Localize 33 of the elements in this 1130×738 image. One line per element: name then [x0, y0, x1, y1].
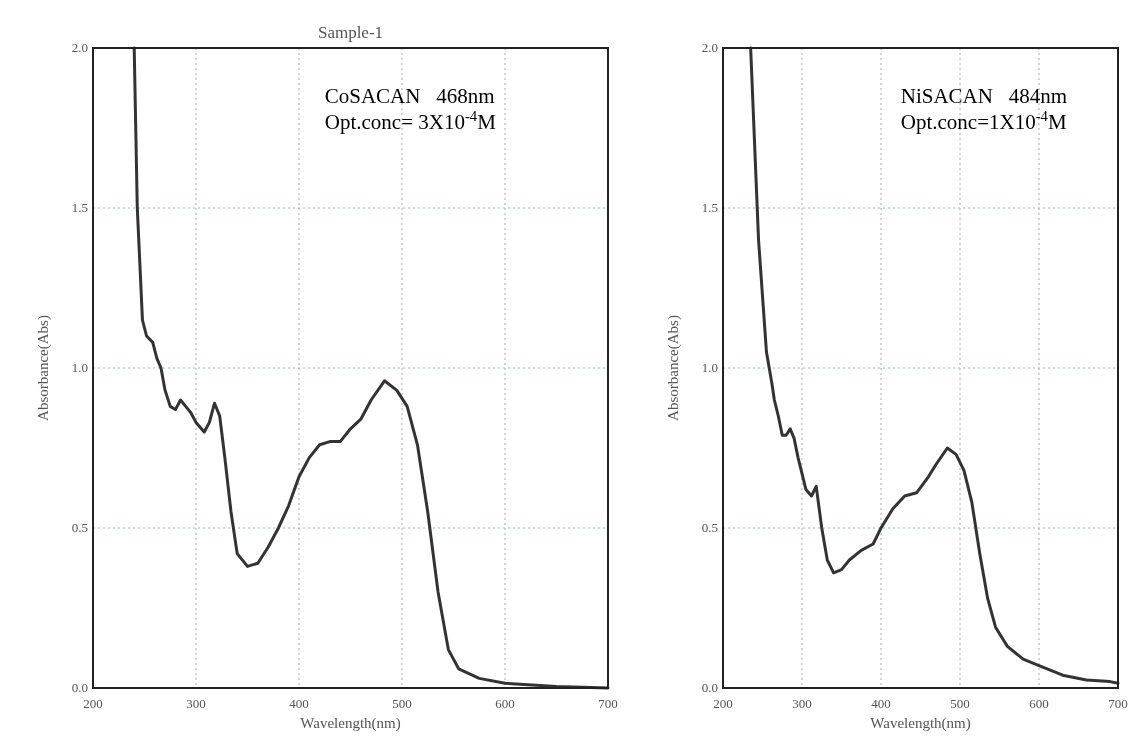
- line-series: [749, 46, 1120, 685]
- x-tick-label: 200: [713, 696, 733, 711]
- y-tick-label: 1.0: [71, 360, 88, 375]
- y-tick-label: 1.0: [701, 360, 718, 375]
- x-tick-label: 400: [289, 696, 309, 711]
- y-tick-label: 2.0: [701, 40, 718, 55]
- line-series: [132, 46, 610, 690]
- x-tick-label: 500: [950, 696, 970, 711]
- x-tick-label: 300: [186, 696, 206, 711]
- x-tick-label: 600: [495, 696, 515, 711]
- x-tick-label: 500: [392, 696, 412, 711]
- y-tick-label: 0.0: [71, 680, 88, 695]
- x-tick-label: 300: [792, 696, 812, 711]
- x-tick-label: 200: [83, 696, 103, 711]
- x-axis-title: Wavelength(nm): [870, 715, 971, 732]
- y-tick-label: 0.0: [701, 680, 718, 695]
- y-axis-title: Absorbance(Abs): [665, 315, 682, 421]
- chart-title: Sample-1: [317, 23, 384, 42]
- y-tick-label: 0.5: [71, 520, 88, 535]
- annotation: NiSACAN 484nm: [900, 84, 1068, 108]
- y-tick-label: 2.0: [71, 40, 88, 55]
- annotation: Opt.conc=1X10$^{-4}$M: [900, 108, 1067, 134]
- y-axis-title: Absorbance(Abs): [35, 315, 52, 421]
- x-tick-label: 700: [1108, 696, 1128, 711]
- x-axis-title: Wavelength(nm): [300, 715, 401, 732]
- x-tick-label: 400: [871, 696, 891, 711]
- annotation: CoSACAN 468nm: [324, 84, 495, 108]
- x-tick-label: 600: [1029, 696, 1049, 711]
- y-tick-label: 0.5: [701, 520, 718, 535]
- y-tick-label: 1.5: [701, 200, 718, 215]
- x-tick-label: 700: [598, 696, 618, 711]
- y-tick-label: 1.5: [71, 200, 88, 215]
- annotation: Opt.conc= 3X10$^{-4}$M: [324, 108, 497, 134]
